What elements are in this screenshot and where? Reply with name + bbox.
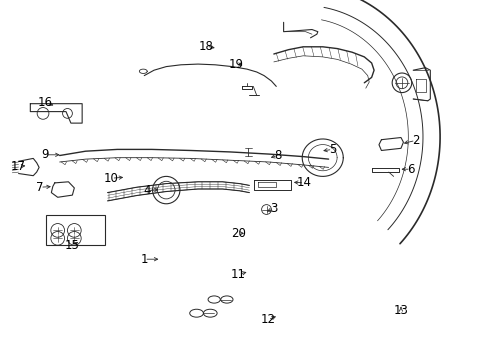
Text: 6: 6 [406, 163, 414, 176]
Text: 17: 17 [11, 160, 26, 173]
Text: 18: 18 [199, 40, 213, 53]
Text: 1: 1 [140, 253, 148, 266]
Text: 9: 9 [41, 148, 49, 161]
Text: 14: 14 [296, 176, 311, 189]
Text: 15: 15 [65, 239, 80, 252]
Text: 3: 3 [269, 202, 277, 215]
Text: 2: 2 [411, 134, 419, 147]
Text: 12: 12 [260, 313, 275, 326]
Text: 7: 7 [36, 181, 44, 194]
Text: 8: 8 [273, 149, 281, 162]
Text: 4: 4 [142, 184, 150, 197]
Text: 19: 19 [228, 58, 243, 71]
Text: 16: 16 [38, 96, 52, 109]
Text: 11: 11 [231, 268, 245, 281]
Text: 10: 10 [104, 172, 119, 185]
Text: 13: 13 [393, 304, 407, 317]
Bar [46, 215, 105, 245]
Text: 20: 20 [231, 227, 245, 240]
Text: 5: 5 [328, 143, 336, 156]
